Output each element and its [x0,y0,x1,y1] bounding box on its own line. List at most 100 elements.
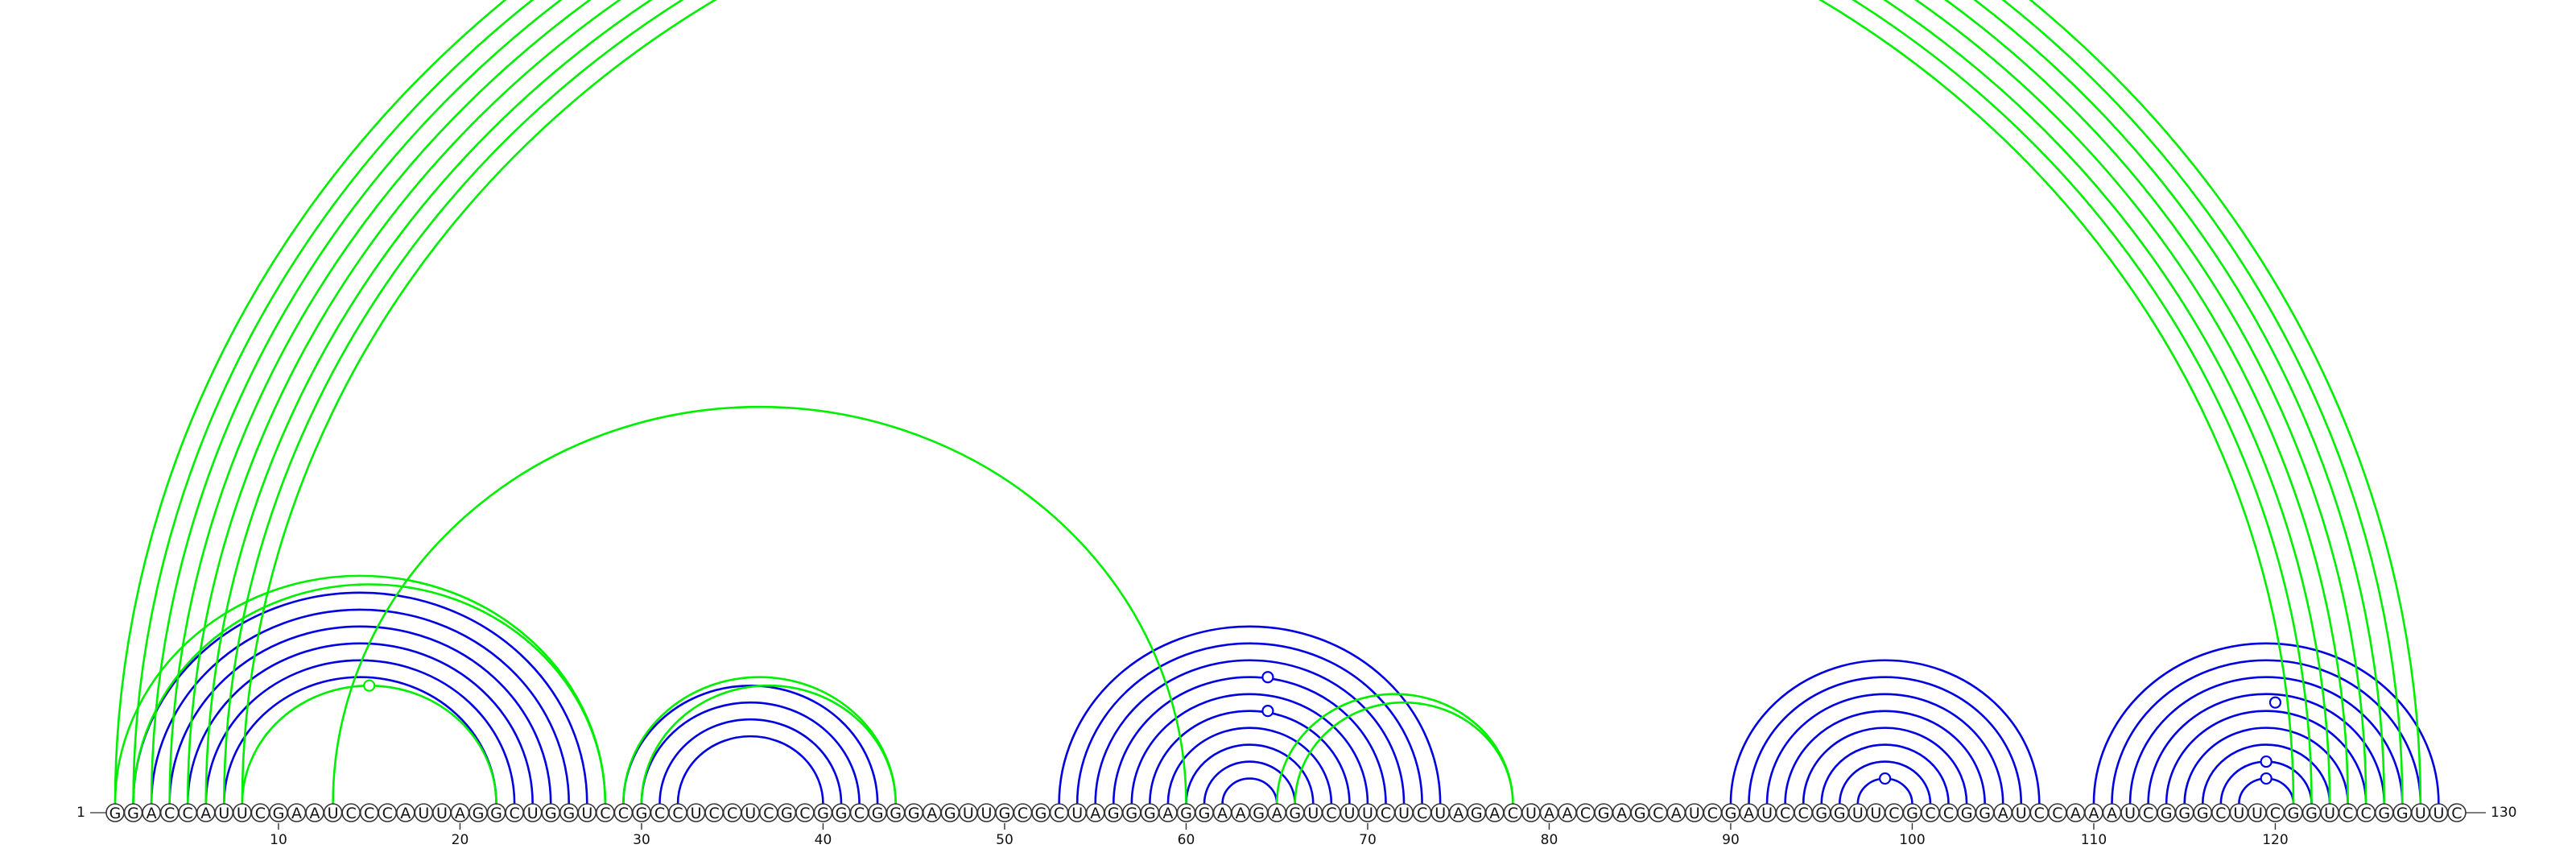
nucleotide-letter: G [1598,805,1610,822]
axis-tick-label: 30 [633,832,650,848]
green-pair-arc-8 [114,574,607,805]
blue-pair-arc-5 [223,676,497,805]
nucleotide-letter: U [1362,805,1373,822]
axis-tick-label: 60 [1178,832,1195,848]
nucleotide-letter: C [799,805,810,822]
nucleotide-letter: C [2343,805,2353,822]
nucleotide-letter: U [1398,805,1410,822]
axis-tick-label: 90 [1722,832,1740,848]
nucleotide-letter: C [1580,805,1591,822]
nucleotide-letter: G [908,805,920,822]
blue-pair-arc-12 [1094,659,1406,805]
nucleotide-letter: A [1544,805,1554,822]
nucleotide-letter: U [1344,805,1355,822]
green-pair-arc-7 [241,0,2295,805]
arc-marker-4 [1879,772,1892,785]
nucleotide-letter: C [183,805,193,822]
axis-tick-label: 70 [1359,832,1377,848]
green-pair-arc-9 [132,583,607,805]
axis-tick-label: 10 [270,832,287,848]
nucleotide-letter: G [2396,805,2409,822]
blue-pair-arc-10 [1058,625,1442,805]
nucleotide-letter: A [1162,805,1173,822]
nucleotide-letter: G [2378,805,2390,822]
nucleotide-letter: A [1272,805,1282,822]
blue-pair-arc-14 [1130,693,1369,805]
nucleotide-letter: C [382,805,393,822]
nucleotide-letter: G [545,805,557,822]
blue-pair-arc-30 [2128,676,2404,805]
nucleotide-letter: C [709,805,720,822]
nucleotide-letter: C [1889,805,1899,822]
nucleotide-letter: A [310,805,320,822]
nucleotide-letter: C [1707,805,1718,822]
nucleotide-letter: A [1236,805,1246,822]
blue-pair-arc-29 [2111,659,2422,805]
axis-tick-label: 120 [2262,832,2288,848]
blue-pair-arc-15 [1149,710,1351,805]
blue-pair-arc-34 [2201,743,2331,805]
nucleotide-letter: A [1671,805,1682,822]
blue-pair-arc-21 [1748,676,2023,805]
nucleotide-letter: A [1563,805,1573,822]
nucleotide-letter: G [1199,805,1211,822]
nucleotide-letter: C [1326,805,1336,822]
nucleotide-letter: G [1906,805,1918,822]
nucleotide-letter: C [763,805,774,822]
nucleotide-letter: C [2143,805,2153,822]
nucleotide-letter: U [2433,805,2444,822]
axis-tick-label: 50 [996,832,1013,848]
nucleotide-letter: U [2016,805,2027,822]
nucleotide-letter: C [1054,805,1064,822]
arc-marker-1 [363,679,376,692]
arc-marker-6 [2260,755,2273,768]
nucleotide-letter: U [963,805,974,822]
nucleotide-letter: A [1489,805,1500,822]
blue-pair-arc-31 [2147,693,2386,805]
nucleotide-letter: G [817,805,829,822]
blue-pair-arc-33 [2183,727,2349,805]
nucleotide-letter: G [944,805,956,822]
nucleotide-letter: A [2088,805,2099,822]
blue-pair-arc-8 [658,718,843,805]
nucleotide-letter: U [418,805,429,822]
nucleotide-letter: G [1961,805,1973,822]
nucleotide-letter: A [1453,805,1463,822]
nucleotide-letter: G [781,805,793,822]
nucleotide-letter: C [1508,805,1518,822]
nucleotide-letter: A [200,805,211,822]
nucleotide-letter: G [1815,805,1827,822]
axis-tick-label: 80 [1541,832,1558,848]
nucleotide-letter: U [745,805,756,822]
arc-marker-2 [1261,671,1274,684]
nucleotide-letter: G [1035,805,1047,822]
nucleotide-letter: G [2161,805,2173,822]
nucleotide-letter: A [400,805,411,822]
blue-pair-arc-22 [1765,693,2004,805]
nucleotide-letter: U [581,805,592,822]
nucleotide-letter: G [636,805,648,822]
nucleotide-letter: U [2324,805,2335,822]
blue-pair-arc-7 [640,701,861,805]
nucleotide-letter: C [2215,805,2226,822]
position-axis: 10 20 30 40 50 60 70 80 90 100 110 120 [270,823,2289,848]
nucleotide-letter: A [2107,805,2117,822]
blue-pair-arc-13 [1112,676,1387,805]
green-pair-arc-10 [241,684,497,805]
nucleotide-letter: A [1998,805,2008,822]
nucleotide-circle [2447,803,2467,822]
nucleotide-letter: C [346,805,357,822]
nucleotide-letter: G [490,805,502,822]
nucleotide-letter: G [1979,805,1991,822]
green-pair-arc-11 [332,405,1187,805]
nucleotide-letter: C [255,805,266,822]
nucleotide-letter: U [1307,805,1319,822]
blue-pair-arc-11 [1075,642,1423,805]
nucleotide-letter: C [1653,805,1663,822]
sequence-start-label: 1 [76,805,85,821]
nucleotide-letter: G [1634,805,1646,822]
green-pair-arc-13 [640,684,897,805]
nucleotide-letter: G [2197,805,2209,822]
green-pair-arc-2 [150,0,2386,805]
